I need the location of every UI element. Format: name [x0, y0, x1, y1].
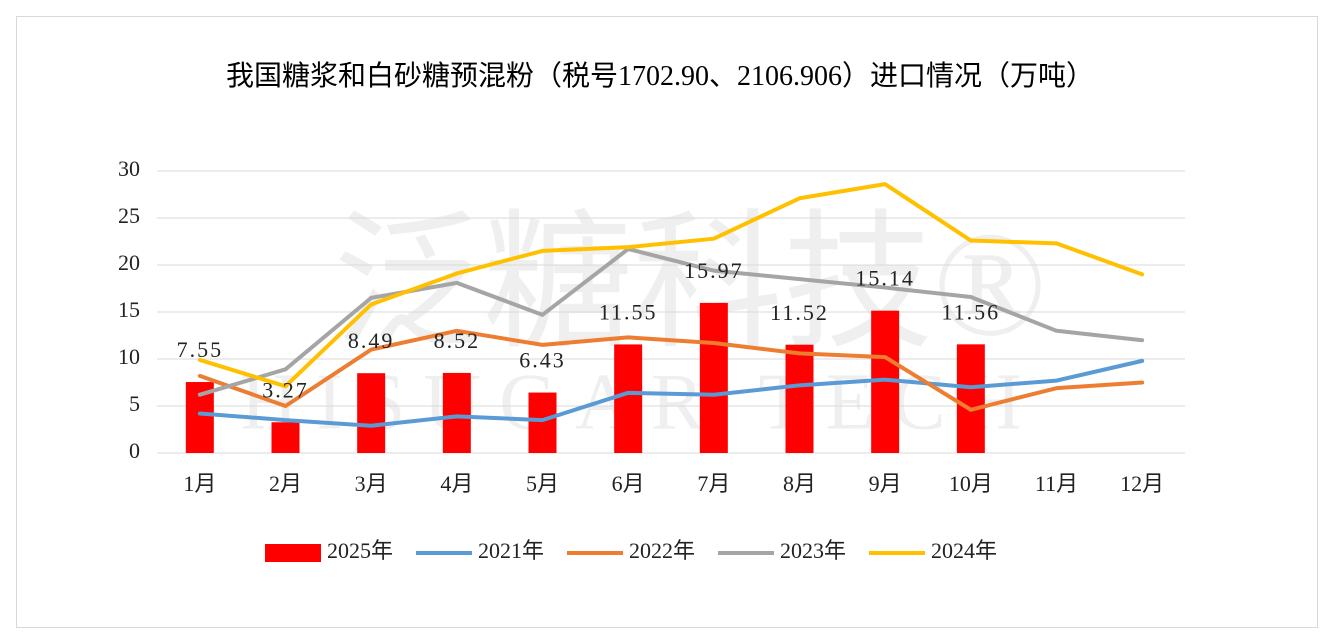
y-tick-label: 5 — [129, 391, 140, 416]
data-label: 11.55 — [599, 299, 658, 324]
x-tick-label: 4月 — [440, 471, 473, 496]
bar — [271, 422, 300, 453]
legend-label: 2025年 — [327, 538, 393, 563]
line — [197, 328, 1145, 412]
data-label: 8.52 — [434, 328, 481, 353]
y-tick-label: 15 — [118, 297, 140, 322]
data-label: 7.55 — [177, 337, 224, 362]
x-tick-label: 11月 — [1035, 471, 1078, 496]
y-tick-label: 25 — [118, 203, 140, 228]
y-tick-label: 0 — [129, 438, 140, 463]
x-tick-label: 9月 — [869, 471, 902, 496]
line — [197, 182, 1145, 389]
y-tick-label: 20 — [118, 250, 140, 275]
x-tick-label: 8月 — [783, 471, 816, 496]
legend-swatch — [265, 544, 321, 562]
x-tick-label: 2月 — [269, 471, 302, 496]
bar — [357, 373, 386, 453]
chart-title: 我国糖浆和白砂糖预混粉（税号1702.90、2106.906）进口情况（万吨） — [225, 61, 1094, 92]
bar — [442, 372, 471, 453]
data-label: 15.97 — [684, 258, 744, 283]
bar — [699, 302, 728, 453]
legend-label: 2023年 — [780, 538, 846, 563]
x-tick-label: 3月 — [355, 471, 388, 496]
legend-label: 2024年 — [931, 538, 997, 563]
bar — [956, 344, 985, 453]
bar — [785, 344, 814, 453]
x-tick-label: 10月 — [949, 471, 993, 496]
x-tick-label: 12月 — [1120, 471, 1164, 496]
bar — [528, 392, 557, 453]
chart-frame — [16, 16, 1318, 628]
bar — [614, 344, 643, 453]
x-tick-label: 1月 — [183, 471, 216, 496]
line — [197, 358, 1145, 428]
x-tick-label: 7月 — [697, 471, 730, 496]
legend-label: 2021年 — [478, 538, 544, 563]
data-label: 15.14 — [855, 266, 915, 291]
data-label: 6.43 — [519, 348, 566, 373]
data-label: 3.27 — [262, 377, 309, 402]
legend-label: 2022年 — [629, 538, 695, 563]
y-tick-label: 10 — [118, 344, 140, 369]
data-label: 11.56 — [941, 299, 1000, 324]
y-tick-label: 30 — [118, 156, 140, 181]
x-tick-label: 6月 — [612, 471, 645, 496]
data-label: 11.52 — [770, 300, 829, 325]
line — [197, 247, 1145, 397]
x-tick-label: 5月 — [526, 471, 559, 496]
data-label: 8.49 — [348, 328, 395, 353]
